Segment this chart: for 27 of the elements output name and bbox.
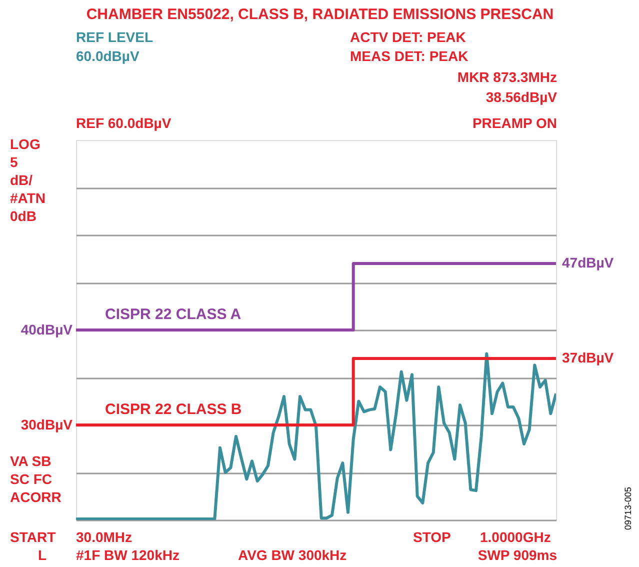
text: PREAMP ON (472, 115, 557, 131)
text: ACTV DET: PEAK (350, 29, 466, 45)
text: 37dBµV (562, 350, 614, 366)
text: 38.56dBµV (486, 89, 558, 105)
text: L (38, 547, 47, 563)
text: START (10, 529, 56, 545)
chart-title: CHAMBER EN55022, CLASS B, RADIATED EMISSIONS PRESCAN (86, 6, 554, 23)
text: MKR 873.3MHz (457, 69, 557, 85)
text: 60.0dBµV (76, 48, 140, 64)
text: 47dBµV (562, 254, 614, 270)
text: AVG BW 300kHz (238, 547, 347, 563)
text: 1.0000GHz (480, 529, 551, 545)
text: STOP (413, 529, 451, 545)
text: 09713-005 (623, 486, 633, 530)
text: SWP 909ms (478, 547, 558, 563)
text: REF 60.0dBµV (76, 115, 172, 131)
text: 30.0MHz (76, 529, 132, 545)
line-series (76, 352, 556, 520)
text: REF LEVEL (76, 29, 154, 45)
y-tick-label: 30dBµV (20, 416, 74, 432)
series-label: CISPR 22 CLASS B (105, 401, 242, 418)
text: MEAS DET: PEAK (350, 48, 468, 64)
text: #1F BW 120kHz (76, 547, 180, 563)
series-label: CISPR 22 CLASS A (105, 306, 242, 323)
y-tick-label: 40dBµV (20, 322, 74, 338)
text: LOG 5 dB/ #ATN 0dB (10, 136, 46, 224)
text: VA SB SC FC ACORR (10, 453, 62, 505)
